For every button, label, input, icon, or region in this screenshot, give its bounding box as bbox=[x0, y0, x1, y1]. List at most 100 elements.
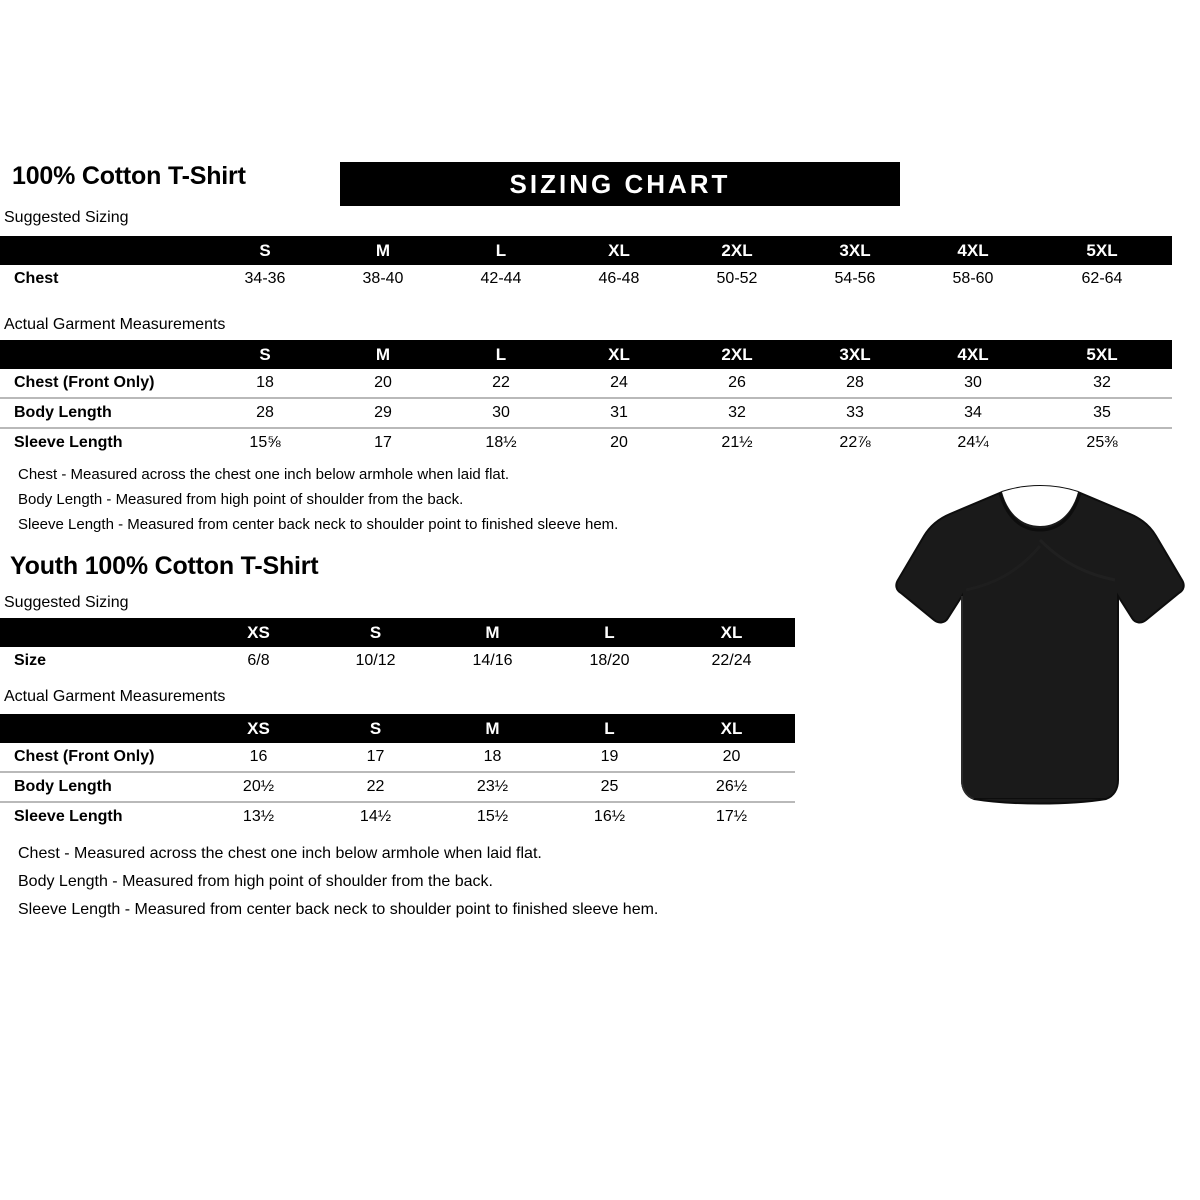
column-header-label bbox=[0, 236, 206, 265]
note-sleeve-length: Sleeve Length - Measured from center bac… bbox=[18, 516, 619, 533]
column-header-s: S bbox=[259, 240, 271, 260]
cell-chestfront-xl: 24 bbox=[560, 369, 678, 399]
cell-bodylength-s: 22 bbox=[317, 772, 434, 803]
column-header-2xl: 2XL bbox=[721, 240, 753, 260]
table-row: Sleeve Length 15⅝ 17 18½ 20 21½ 22⅞ 24¼ … bbox=[0, 428, 1172, 457]
row-label-sleeve-length: Sleeve Length bbox=[14, 434, 123, 451]
cell-chestfront-2xl: 26 bbox=[678, 369, 796, 399]
column-header-2xl: 2XL bbox=[721, 344, 753, 364]
column-header-s: S bbox=[369, 622, 382, 642]
column-header-m: M bbox=[485, 622, 500, 642]
cell-bodylength-xl: 26½ bbox=[668, 772, 795, 803]
table-header-row: XS S M L XL bbox=[0, 714, 795, 743]
table-header-row: S M L XL 2XL 3XL 4XL 5XL bbox=[0, 340, 1172, 369]
column-header-4xl: 4XL bbox=[957, 344, 989, 364]
cell-chest-2xl: 50-52 bbox=[716, 270, 758, 287]
cell-sleevelength-l: 16½ bbox=[593, 808, 626, 825]
column-header-4xl: 4XL bbox=[957, 240, 989, 260]
cell-sleevelength-xs: 13½ bbox=[242, 808, 275, 825]
cell-chestfront-l: 22 bbox=[442, 369, 560, 399]
cell-chestfront-4xl: 30 bbox=[914, 369, 1032, 399]
note-chest: Chest - Measured across the chest one in… bbox=[18, 466, 510, 483]
adult-product-title: 100% Cotton T-Shirt bbox=[12, 162, 246, 190]
cell-chestfront-m: 18 bbox=[434, 743, 551, 773]
adult-actual-measurements-table: S M L XL 2XL 3XL 4XL 5XL Chest (Front On… bbox=[0, 340, 1172, 457]
note-body-length: Body Length - Measured from high point o… bbox=[18, 873, 493, 890]
column-header-xs: XS bbox=[247, 718, 270, 738]
column-header-5xl: 5XL bbox=[1086, 344, 1118, 364]
column-header-xl: XL bbox=[720, 622, 743, 642]
table-row: Sleeve Length 13½ 14½ 15½ 16½ 17½ bbox=[0, 802, 795, 831]
note-body-length: Body Length - Measured from high point o… bbox=[18, 491, 464, 508]
cell-size-xl: 22/24 bbox=[711, 652, 752, 669]
cell-bodylength-l: 30 bbox=[442, 398, 560, 429]
row-label-body-length: Body Length bbox=[0, 772, 200, 803]
cell-sleevelength-l: 18½ bbox=[485, 434, 517, 451]
tshirt-icon bbox=[895, 484, 1185, 805]
row-label-sleeve-length: Sleeve Length bbox=[14, 808, 123, 825]
cell-bodylength-l: 25 bbox=[551, 772, 668, 803]
column-header-xs: XS bbox=[247, 622, 270, 642]
sizing-chart-banner-text: SIZING CHART bbox=[509, 168, 731, 199]
tshirt-illustration bbox=[890, 480, 1190, 810]
column-header-s: S bbox=[369, 718, 382, 738]
youth-suggested-sizing-table: XS S M L XL Size 6/8 10/12 14/16 18/20 2… bbox=[0, 618, 795, 675]
cell-chestfront-s: 17 bbox=[317, 743, 434, 773]
cell-chestfront-xs: 16 bbox=[200, 743, 317, 773]
table-row: Chest (Front Only) 18 20 22 24 26 28 30 … bbox=[0, 369, 1172, 399]
adult-title-row: 100% Cotton T-Shirt SIZING CHART bbox=[0, 162, 1200, 208]
cell-chest-m: 38-40 bbox=[362, 270, 404, 287]
table-header-row: S M L XL 2XL 3XL 4XL 5XL bbox=[0, 236, 1172, 265]
cell-bodylength-m: 29 bbox=[324, 398, 442, 429]
youth-actual-caption: Actual Garment Measurements bbox=[4, 688, 226, 705]
cell-sleevelength-s: 14½ bbox=[359, 808, 392, 825]
column-header-m: M bbox=[375, 344, 391, 364]
youth-product-title: Youth 100% Cotton T-Shirt bbox=[10, 552, 319, 580]
column-header-xl: XL bbox=[608, 240, 630, 260]
cell-sleevelength-2xl: 21½ bbox=[721, 434, 753, 451]
column-header-l: L bbox=[495, 344, 507, 364]
cell-sleevelength-m: 17 bbox=[374, 434, 392, 451]
table-row: Body Length 28 29 30 31 32 33 34 35 bbox=[0, 398, 1172, 429]
cell-bodylength-xs: 20½ bbox=[200, 772, 317, 803]
table-header-row: XS S M L XL bbox=[0, 618, 795, 647]
cell-chest-xl: 46-48 bbox=[598, 270, 640, 287]
cell-size-l: 18/20 bbox=[589, 652, 630, 669]
column-header-l: L bbox=[604, 718, 615, 738]
youth-actual-measurements-table: XS S M L XL Chest (Front Only) 16 17 18 … bbox=[0, 714, 795, 831]
column-header-5xl: 5XL bbox=[1086, 240, 1118, 260]
cell-bodylength-5xl: 35 bbox=[1032, 398, 1172, 429]
column-header-3xl: 3XL bbox=[839, 240, 871, 260]
cell-sleevelength-5xl: 25⅜ bbox=[1086, 434, 1118, 451]
cell-chest-s: 34-36 bbox=[244, 270, 286, 287]
cell-bodylength-3xl: 33 bbox=[796, 398, 914, 429]
cell-bodylength-4xl: 34 bbox=[914, 398, 1032, 429]
cell-chest-4xl: 58-60 bbox=[952, 270, 994, 287]
table-row: Size 6/8 10/12 14/16 18/20 22/24 bbox=[0, 647, 795, 675]
column-header-l: L bbox=[495, 240, 507, 260]
cell-chestfront-5xl: 32 bbox=[1032, 369, 1172, 399]
column-header-label bbox=[0, 714, 200, 743]
cell-bodylength-s: 28 bbox=[206, 398, 324, 429]
cell-chest-5xl: 62-64 bbox=[1081, 270, 1123, 287]
cell-bodylength-m: 23½ bbox=[434, 772, 551, 803]
column-header-m: M bbox=[375, 240, 391, 260]
column-header-xl: XL bbox=[608, 344, 630, 364]
cell-chestfront-xl: 20 bbox=[668, 743, 795, 773]
cell-sleevelength-s: 15⅝ bbox=[249, 434, 281, 451]
table-row: Chest (Front Only) 16 17 18 19 20 bbox=[0, 743, 795, 773]
cell-bodylength-2xl: 32 bbox=[678, 398, 796, 429]
youth-measurement-notes: Chest - Measured across the chest one in… bbox=[18, 840, 658, 924]
cell-sleevelength-3xl: 22⅞ bbox=[839, 434, 871, 451]
cell-sleevelength-4xl: 24¼ bbox=[957, 434, 989, 451]
sizing-chart-banner: SIZING CHART bbox=[340, 162, 900, 206]
note-sleeve-length: Sleeve Length - Measured from center bac… bbox=[18, 901, 659, 918]
cell-chestfront-m: 20 bbox=[324, 369, 442, 399]
cell-size-xs: 6/8 bbox=[247, 652, 270, 669]
column-header-m: M bbox=[485, 718, 500, 738]
cell-chestfront-l: 19 bbox=[551, 743, 668, 773]
column-header-3xl: 3XL bbox=[839, 344, 871, 364]
cell-sleevelength-m: 15½ bbox=[476, 808, 509, 825]
adult-actual-caption: Actual Garment Measurements bbox=[4, 316, 226, 333]
